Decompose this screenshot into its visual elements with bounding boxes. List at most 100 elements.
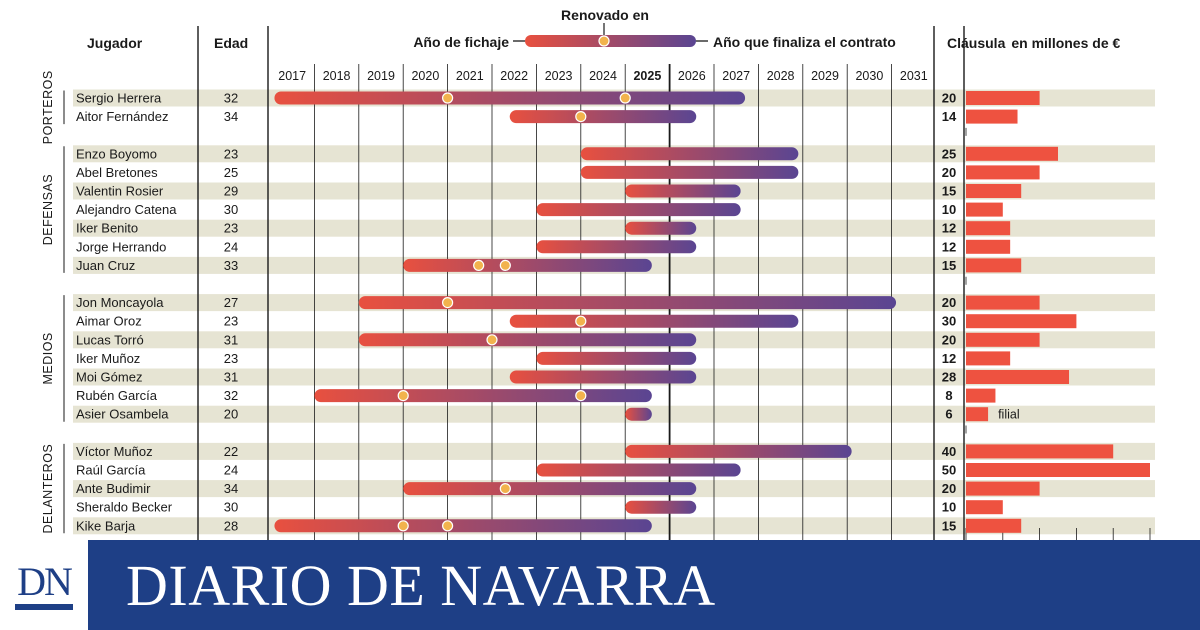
contract-bar xyxy=(274,91,746,105)
clause-value-label: 50 xyxy=(942,463,956,478)
player-age: 31 xyxy=(224,332,238,347)
contract-bar xyxy=(580,165,799,179)
player-name: Raúl García xyxy=(76,463,146,478)
clause-header-label: Cláusula xyxy=(947,35,1006,51)
year-tick-label: 2017 xyxy=(278,69,306,83)
clause-value-label: 12 xyxy=(942,351,956,366)
player-name: Aitor Fernández xyxy=(76,109,169,124)
clause-value-label: 20 xyxy=(942,165,956,180)
player-age: 20 xyxy=(224,407,238,422)
player-column-header: Jugador xyxy=(87,35,143,51)
clause-bar xyxy=(966,314,1077,329)
player-name: Iker Muñoz xyxy=(76,351,140,366)
player-name: Enzo Boyomo xyxy=(76,146,157,161)
contract-bar xyxy=(509,314,799,328)
clause-bar xyxy=(966,481,1040,496)
renewal-dot xyxy=(575,315,587,327)
contract-bar xyxy=(536,240,697,254)
renewal-dot xyxy=(486,334,498,346)
dn-logo: DN xyxy=(15,560,73,610)
player-age: 34 xyxy=(224,481,238,496)
renewal-dot xyxy=(575,110,587,123)
player-age: 32 xyxy=(224,388,238,403)
contract-bar xyxy=(314,389,652,403)
clause-bar xyxy=(966,221,1011,236)
clause-value-label: 28 xyxy=(942,370,956,385)
row-stripe xyxy=(73,182,1155,200)
player-age: 24 xyxy=(224,463,238,478)
player-name: Abel Bretones xyxy=(76,165,158,180)
clause-bar xyxy=(966,165,1040,180)
contract-bar xyxy=(536,203,741,217)
clause-value-label: 20 xyxy=(942,332,956,347)
contract-bar xyxy=(509,110,697,124)
clause-value-label: 12 xyxy=(942,239,956,254)
clause-value-label: 40 xyxy=(942,444,956,459)
player-age: 22 xyxy=(224,444,238,459)
clause-value-label: 10 xyxy=(942,202,956,217)
player-age: 32 xyxy=(224,91,238,106)
clause-bar xyxy=(966,370,1070,384)
player-age: 30 xyxy=(224,202,238,217)
player-age: 31 xyxy=(224,370,238,385)
clause-value-label: 12 xyxy=(942,221,956,236)
player-age: 24 xyxy=(224,239,238,254)
year-tick-label: 2018 xyxy=(323,69,351,83)
year-tick-label: 2020 xyxy=(411,69,439,83)
contract-bar xyxy=(536,463,741,477)
clause-bar xyxy=(966,91,1040,105)
clause-value-label: 30 xyxy=(942,314,956,329)
year-tick-label: 2025 xyxy=(633,69,661,83)
row-stripe xyxy=(73,219,1155,237)
clause-value-label: 20 xyxy=(942,481,956,496)
contract-bar xyxy=(625,184,741,198)
clause-value-label: 20 xyxy=(942,91,956,106)
player-name: Lucas Torró xyxy=(76,332,144,347)
player-name: Valentin Rosier xyxy=(76,184,164,199)
contract-bar xyxy=(274,519,652,533)
player-name: Iker Benito xyxy=(76,221,138,236)
signing-legend-label: Año de fichaje xyxy=(413,34,509,50)
contract-bar xyxy=(536,351,697,365)
player-age: 23 xyxy=(224,221,238,236)
contract-chart: 2017 2018 2019 2020 2021 2022 2023 2024 2025 2026… xyxy=(41,7,1155,540)
player-name: Alejandro Catena xyxy=(76,202,177,217)
renewal-dot xyxy=(473,259,485,271)
player-age: 33 xyxy=(224,258,238,273)
renewal-dot xyxy=(442,520,454,532)
group-label: PORTEROS xyxy=(41,70,55,144)
player-age: 25 xyxy=(224,165,238,180)
contract-bar xyxy=(625,500,697,514)
renewal-dot xyxy=(575,390,587,402)
player-name: Jorge Herrando xyxy=(76,239,166,254)
contract-bar xyxy=(403,482,697,496)
player-age: 23 xyxy=(224,314,238,329)
clause-bar xyxy=(966,184,1022,198)
brand-banner: DIARIO DE NAVARRA xyxy=(88,540,1200,630)
year-tick-label: 2019 xyxy=(367,69,395,83)
row-stripe xyxy=(73,405,1155,423)
player-name: Víctor Muñoz xyxy=(76,444,153,459)
clause-bar xyxy=(966,239,1011,254)
clause-value-label: 10 xyxy=(942,500,956,515)
player-age: 27 xyxy=(224,295,238,310)
clause-unit-label: en millones de € xyxy=(1011,35,1120,51)
legend-bar xyxy=(525,35,696,47)
player-name: Moi Gómez xyxy=(76,370,142,385)
clause-bar xyxy=(966,518,1022,533)
clause-bar xyxy=(966,109,1018,124)
clause-column-header: Cláusula en millones de € xyxy=(947,35,1120,51)
renewal-dot xyxy=(397,520,409,532)
player-name: Sergio Herrera xyxy=(76,91,162,106)
year-tick-label: 2023 xyxy=(545,69,573,83)
clause-value-label: 6 xyxy=(945,407,952,422)
renewal-dot xyxy=(442,297,454,309)
year-tick-label: 2022 xyxy=(500,69,528,83)
contract-bar xyxy=(625,444,852,458)
renewal-dot xyxy=(397,390,409,402)
clause-bar xyxy=(966,407,989,422)
clause-bar xyxy=(966,258,1022,273)
clause-value-label: 15 xyxy=(942,184,956,199)
year-tick-label: 2027 xyxy=(722,69,750,83)
clause-value-label: 8 xyxy=(945,388,952,403)
